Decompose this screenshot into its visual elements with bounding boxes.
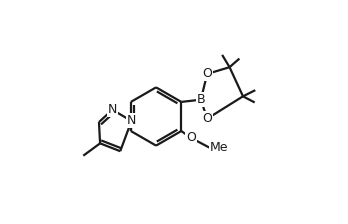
Text: O: O: [202, 67, 212, 80]
Text: B: B: [197, 93, 205, 106]
Text: Me: Me: [210, 141, 228, 154]
Text: O: O: [186, 131, 196, 144]
Text: O: O: [202, 112, 212, 125]
Text: N: N: [108, 103, 117, 116]
Text: N: N: [127, 114, 136, 127]
